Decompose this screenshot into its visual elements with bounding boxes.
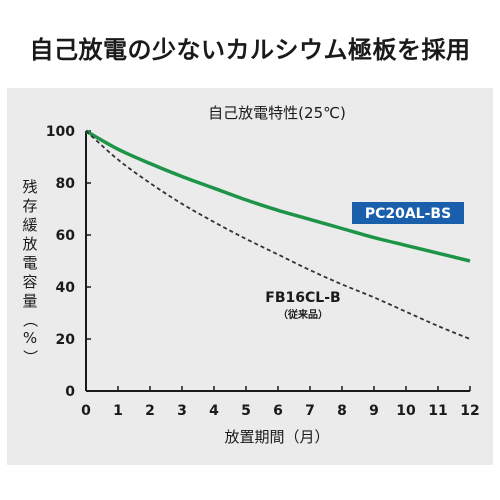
x-tick-label: 3 bbox=[177, 403, 187, 419]
series-label-fb16cl-b: FB16CL-B bbox=[265, 290, 340, 306]
axes bbox=[85, 130, 471, 392]
y-tick-label: 0 bbox=[65, 384, 75, 400]
y-tick-label: 80 bbox=[56, 176, 76, 192]
y-axis-label-char: 緩 bbox=[22, 216, 37, 234]
x-tick-labels: 0 1 2 3 4 5 6 7 8 9 10 11 12 bbox=[81, 403, 480, 419]
page-headline: 自己放電の少ないカルシウム極板を採用 bbox=[29, 36, 471, 64]
y-axis-label-char: 残 bbox=[22, 178, 37, 196]
y-axis-label-char: （ bbox=[21, 312, 39, 327]
x-axis-label: 放置期間（月） bbox=[224, 428, 329, 446]
x-tick-label: 2 bbox=[145, 403, 155, 419]
series-labels: PC20AL-BS FB16CL-B （従来品） bbox=[265, 202, 464, 321]
y-axis-label-char: 量 bbox=[22, 292, 37, 310]
y-axis-label-char: 存 bbox=[22, 197, 37, 215]
y-tick-label: 20 bbox=[56, 332, 76, 348]
y-axis-label-char: 放 bbox=[22, 235, 37, 253]
x-tick-label: 8 bbox=[337, 403, 347, 419]
y-tick-label: 40 bbox=[56, 280, 76, 296]
series-line-pc20al-bs bbox=[85, 129, 471, 263]
x-tick-label: 10 bbox=[396, 403, 416, 419]
x-tick-label: 0 bbox=[81, 403, 91, 419]
x-tick-label: 6 bbox=[273, 403, 283, 419]
chart-panel bbox=[7, 88, 493, 465]
x-tick-label: 11 bbox=[428, 403, 447, 419]
x-tick-label: 7 bbox=[305, 403, 315, 419]
y-axis-label-char: % bbox=[23, 329, 37, 347]
chart-title: 自己放電特性(25℃) bbox=[208, 104, 346, 122]
x-tick-label: 1 bbox=[113, 403, 123, 419]
x-tick-label: 4 bbox=[209, 403, 219, 419]
y-axis-label-char: 電 bbox=[22, 254, 37, 272]
y-tick-label: 100 bbox=[46, 124, 75, 140]
series-label-pc20al-bs: PC20AL-BS bbox=[365, 206, 451, 222]
series-label-box bbox=[352, 202, 464, 224]
series-sublabel-fb16cl-b: （従来品） bbox=[278, 308, 328, 321]
y-axis-label-char: ） bbox=[21, 349, 39, 364]
y-tick-label: 60 bbox=[56, 228, 76, 244]
x-tick-label: 9 bbox=[369, 403, 379, 419]
x-tick-label: 5 bbox=[241, 403, 251, 419]
x-tick-label: 12 bbox=[460, 403, 479, 419]
y-axis-label-char: 容 bbox=[22, 273, 37, 291]
y-tick-labels: 0 20 40 60 80 100 bbox=[46, 124, 75, 400]
series-group bbox=[85, 129, 471, 340]
